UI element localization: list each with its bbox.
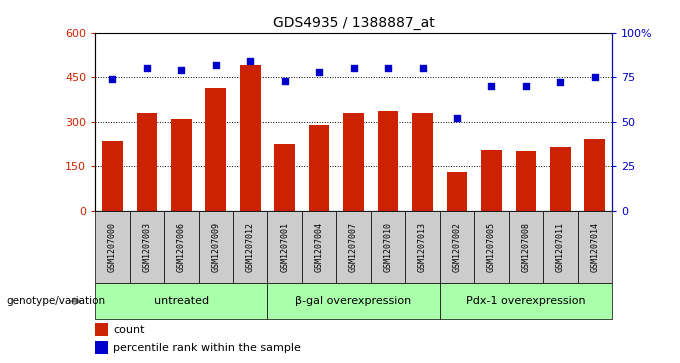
Text: GSM1207013: GSM1207013	[418, 222, 427, 272]
Bar	[199, 211, 233, 283]
Bar	[405, 211, 440, 283]
Bar	[371, 211, 405, 283]
Bar	[440, 211, 474, 283]
Bar	[130, 211, 164, 283]
Text: β-gal overexpression: β-gal overexpression	[296, 296, 411, 306]
Bar	[171, 119, 192, 211]
Text: count: count	[114, 325, 145, 335]
Point	[348, 65, 359, 71]
Bar	[302, 211, 337, 283]
Text: GSM1207000: GSM1207000	[108, 222, 117, 272]
Point	[313, 69, 324, 75]
Text: GSM1207002: GSM1207002	[452, 222, 462, 272]
Bar	[274, 144, 295, 211]
Bar	[412, 113, 433, 211]
Text: GSM1207011: GSM1207011	[556, 222, 565, 272]
Point	[176, 67, 187, 73]
Point	[452, 115, 462, 121]
Point	[141, 65, 152, 71]
Text: GSM1207006: GSM1207006	[177, 222, 186, 272]
Point	[245, 58, 256, 64]
Bar	[377, 111, 398, 211]
Point	[486, 83, 497, 89]
Point	[279, 78, 290, 83]
Text: GSM1207003: GSM1207003	[142, 222, 152, 272]
Text: percentile rank within the sample: percentile rank within the sample	[114, 343, 301, 353]
Text: GSM1207012: GSM1207012	[245, 222, 255, 272]
Bar	[267, 283, 440, 319]
Bar	[447, 172, 467, 211]
Point	[417, 65, 428, 71]
Bar	[337, 211, 371, 283]
Bar	[95, 211, 130, 283]
Point	[590, 74, 600, 80]
Bar	[233, 211, 267, 283]
Bar	[205, 87, 226, 211]
Text: GSM1207007: GSM1207007	[349, 222, 358, 272]
Bar	[137, 113, 157, 211]
Bar	[440, 283, 612, 319]
Point	[210, 62, 221, 68]
Point	[555, 79, 566, 85]
Text: GSM1207004: GSM1207004	[315, 222, 324, 272]
Bar	[584, 139, 605, 211]
Text: GSM1207005: GSM1207005	[487, 222, 496, 272]
Bar	[95, 283, 267, 319]
Bar	[309, 125, 330, 211]
Point	[383, 65, 394, 71]
Bar	[543, 211, 577, 283]
Text: genotype/variation: genotype/variation	[7, 296, 106, 306]
Title: GDS4935 / 1388887_at: GDS4935 / 1388887_at	[273, 16, 435, 30]
Bar	[95, 341, 108, 354]
Bar	[577, 211, 612, 283]
Text: GSM1207009: GSM1207009	[211, 222, 220, 272]
Text: GSM1207014: GSM1207014	[590, 222, 599, 272]
Text: Pdx-1 overexpression: Pdx-1 overexpression	[466, 296, 585, 306]
Bar	[515, 151, 537, 211]
Text: GSM1207008: GSM1207008	[522, 222, 530, 272]
Text: GSM1207001: GSM1207001	[280, 222, 289, 272]
Bar	[509, 211, 543, 283]
Bar	[164, 211, 199, 283]
Bar	[481, 150, 502, 211]
Bar	[474, 211, 509, 283]
Bar	[240, 65, 260, 211]
Bar	[267, 211, 302, 283]
Text: GSM1207010: GSM1207010	[384, 222, 392, 272]
Bar	[550, 147, 571, 211]
Bar	[95, 323, 108, 336]
Point	[107, 76, 118, 82]
Bar	[343, 113, 364, 211]
Text: untreated: untreated	[154, 296, 209, 306]
Bar	[102, 141, 123, 211]
Point	[520, 83, 531, 89]
